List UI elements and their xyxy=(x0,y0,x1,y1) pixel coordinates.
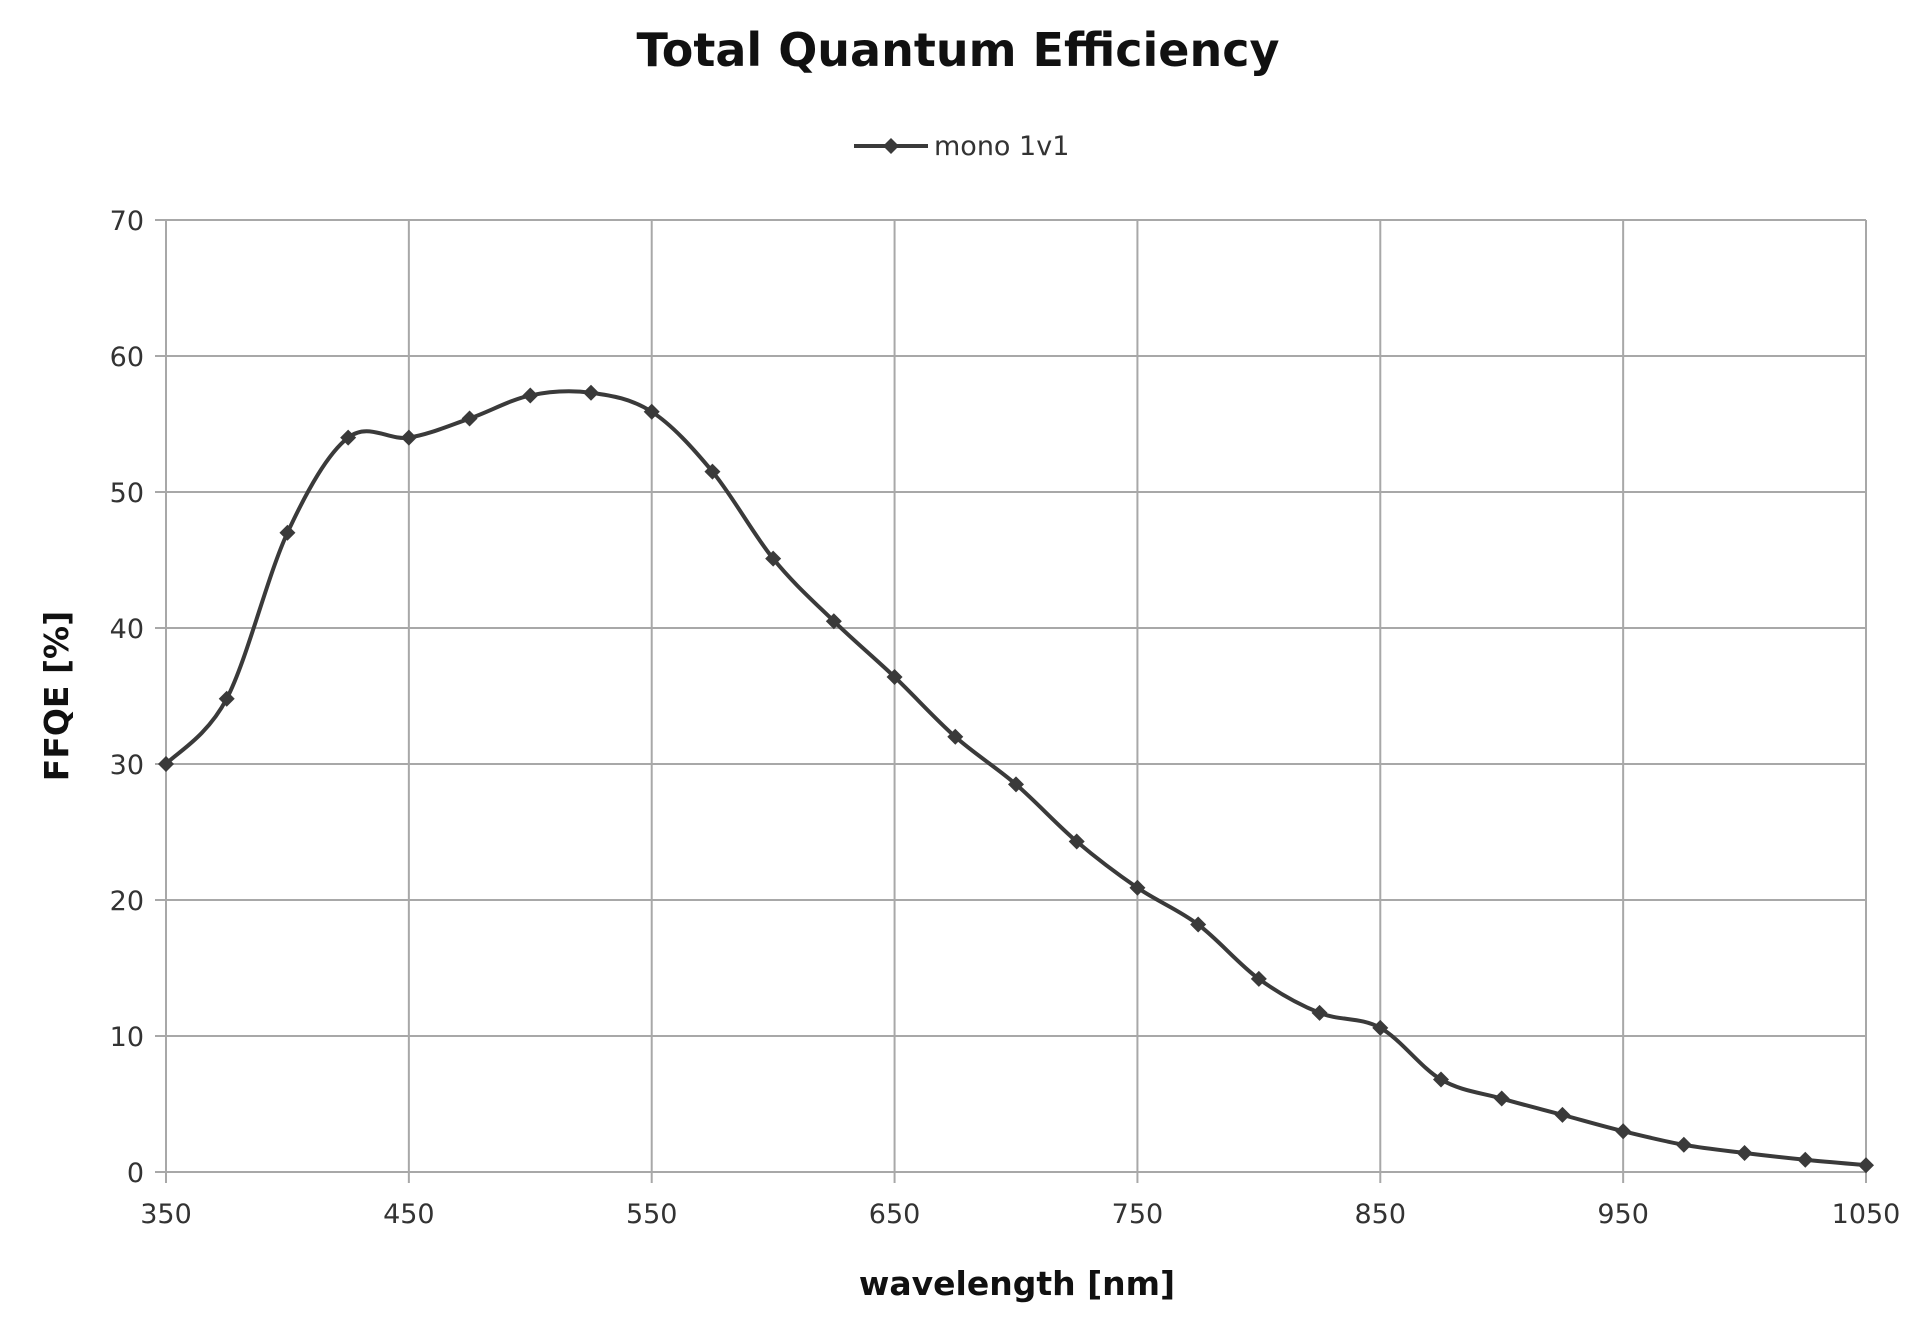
y-tick-label: 30 xyxy=(110,750,144,781)
axes xyxy=(165,220,1866,1173)
x-tick-label: 950 xyxy=(1597,1199,1649,1230)
data-point xyxy=(643,403,660,420)
data-point xyxy=(400,429,417,446)
data-point xyxy=(1797,1151,1814,1168)
data-point xyxy=(1554,1106,1571,1123)
data-point xyxy=(218,690,235,707)
data-point xyxy=(1372,1019,1389,1036)
data-point xyxy=(1129,879,1146,896)
data-point xyxy=(886,668,903,685)
data-point xyxy=(1068,833,1085,850)
data-point xyxy=(765,550,782,567)
y-axis-ticks: 0 10 20 30 40 50 60 70 xyxy=(110,206,166,1189)
data-point xyxy=(1858,1157,1874,1174)
data-point xyxy=(1615,1123,1632,1140)
x-tick-label: 750 xyxy=(1112,1199,1164,1230)
x-tick-label: 450 xyxy=(383,1199,435,1230)
data-point xyxy=(461,410,478,427)
x-tick-label: 650 xyxy=(869,1199,921,1230)
data-point xyxy=(340,429,357,446)
y-tick-label: 60 xyxy=(110,342,144,373)
data-point xyxy=(947,728,964,745)
data-point xyxy=(825,613,842,630)
legend-label: mono 1v1 xyxy=(934,131,1069,162)
data-point xyxy=(1190,916,1207,933)
y-tick-label: 0 xyxy=(127,1158,144,1189)
x-axis-ticks: 350 450 550 650 750 850 950 1050 xyxy=(140,1172,1900,1230)
data-point xyxy=(1008,776,1024,793)
data-point xyxy=(704,463,721,480)
data-point xyxy=(1675,1136,1692,1153)
data-point xyxy=(279,524,296,541)
y-axis-title: FFQE [%] xyxy=(37,611,76,781)
data-point xyxy=(1493,1090,1510,1107)
y-tick-label: 50 xyxy=(110,478,144,509)
legend-marker xyxy=(883,138,899,154)
x-tick-label: 550 xyxy=(626,1199,678,1230)
x-tick-label: 350 xyxy=(140,1199,192,1230)
y-tick-label: 70 xyxy=(110,206,144,237)
x-tick-label: 850 xyxy=(1355,1199,1407,1230)
series-0 xyxy=(158,384,1874,1174)
data-point xyxy=(1250,970,1267,987)
chart-title: Total Quantum Efficiency xyxy=(637,23,1280,77)
data-point xyxy=(1736,1144,1753,1161)
data-point xyxy=(522,387,539,404)
y-tick-label: 40 xyxy=(110,614,144,645)
y-tick-label: 10 xyxy=(110,1022,144,1053)
series-layer xyxy=(158,384,1874,1174)
data-point xyxy=(158,756,174,772)
data-point xyxy=(1433,1071,1449,1088)
data-point xyxy=(583,384,599,401)
legend-entry: mono 1v1 xyxy=(854,131,1069,162)
y-tick-label: 20 xyxy=(110,886,144,917)
x-axis-title: wavelength [nm] xyxy=(859,1264,1175,1303)
legend: mono 1v1 xyxy=(854,131,1069,162)
data-point xyxy=(1311,1004,1328,1021)
x-tick-label: 1050 xyxy=(1832,1199,1901,1230)
